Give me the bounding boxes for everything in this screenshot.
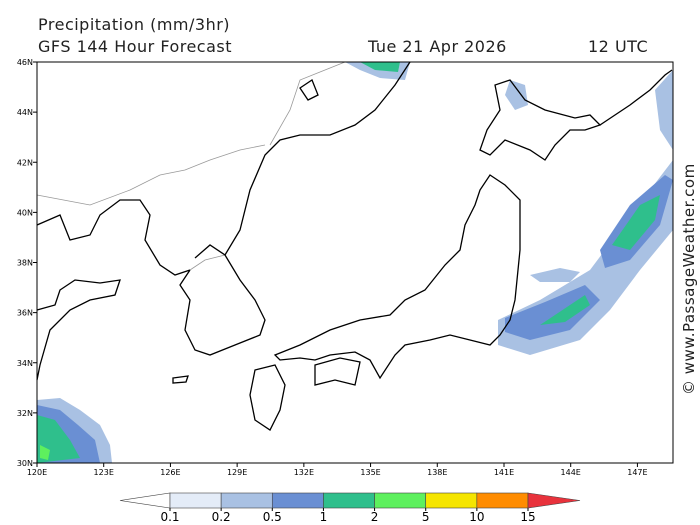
colorbar-segment <box>169 492 222 509</box>
colorbar-segment <box>425 492 478 509</box>
colorbar-label: 10 <box>469 510 484 524</box>
x-tick-label: 120E <box>27 468 47 477</box>
x-tick-label: 126E <box>160 468 180 477</box>
colorbar-segment <box>119 492 171 509</box>
x-tick-label: 132E <box>294 468 314 477</box>
colorbar-label: 15 <box>520 510 535 524</box>
coastline <box>479 79 602 161</box>
colorbar-label: 5 <box>422 510 430 524</box>
colorbar-segment <box>323 492 375 509</box>
x-tick-label: 123E <box>94 468 114 477</box>
colorbar: 0.1 0.2 0.5 1 2 5 10 15 <box>119 492 581 524</box>
colorbar-segment <box>220 492 273 509</box>
y-tick-label: 32N <box>17 409 33 418</box>
coastline <box>36 279 121 381</box>
colorbar-label: 0.5 <box>263 510 282 524</box>
colorbar-segment <box>476 492 529 509</box>
x-tick-label: 135E <box>360 468 380 477</box>
y-tick-label: 30N <box>17 459 33 468</box>
colorbar-segment <box>527 492 581 509</box>
map-area <box>36 61 674 464</box>
time: 12 UTC <box>588 37 648 56</box>
x-tick-label: 141E <box>494 468 514 477</box>
precip-area <box>540 295 590 325</box>
colorbar-label: 1 <box>320 510 328 524</box>
title: Precipitation (mm/3hr) <box>38 15 230 34</box>
coastline <box>273 174 521 380</box>
colorbar-segment <box>271 492 324 509</box>
precip-area <box>612 195 660 250</box>
y-tick-label: 36N <box>17 309 33 318</box>
x-tick-label: 129E <box>227 468 247 477</box>
date: Tue 21 Apr 2026 <box>367 37 507 56</box>
y-tick-label: 44N <box>17 108 33 117</box>
colorbar-label: 2 <box>371 510 379 524</box>
subtitle: GFS 144 Hour Forecast <box>38 37 232 56</box>
map-background <box>37 62 673 463</box>
x-tick-label: 138E <box>427 468 447 477</box>
x-tick-label: 144E <box>561 468 581 477</box>
precip-area <box>655 70 673 150</box>
precip-area <box>505 80 528 110</box>
y-tick-label: 46N <box>17 58 33 67</box>
country-border <box>36 61 346 271</box>
colorbar-label: 0.1 <box>160 510 179 524</box>
precip-area <box>530 268 580 282</box>
y-tick-label: 38N <box>17 259 33 268</box>
coastline <box>172 69 673 431</box>
y-tick-label: 40N <box>17 208 33 217</box>
credit: © www.PassageWeather.com <box>680 163 698 395</box>
coastline <box>36 61 411 356</box>
colorbar-label: 0.2 <box>212 510 231 524</box>
colorbar-segment <box>374 492 427 509</box>
precip-area <box>505 285 600 340</box>
precip-area <box>40 445 50 460</box>
precip-area <box>360 62 400 72</box>
axes: 120E 123E 126E 129E 132E 135E 138E 141E 144E 147E… <box>17 58 648 477</box>
precip-areas <box>37 62 673 463</box>
y-tick-label: 34N <box>17 359 33 368</box>
y-tick-label: 42N <box>17 158 33 167</box>
x-tick-label: 147E <box>627 468 647 477</box>
